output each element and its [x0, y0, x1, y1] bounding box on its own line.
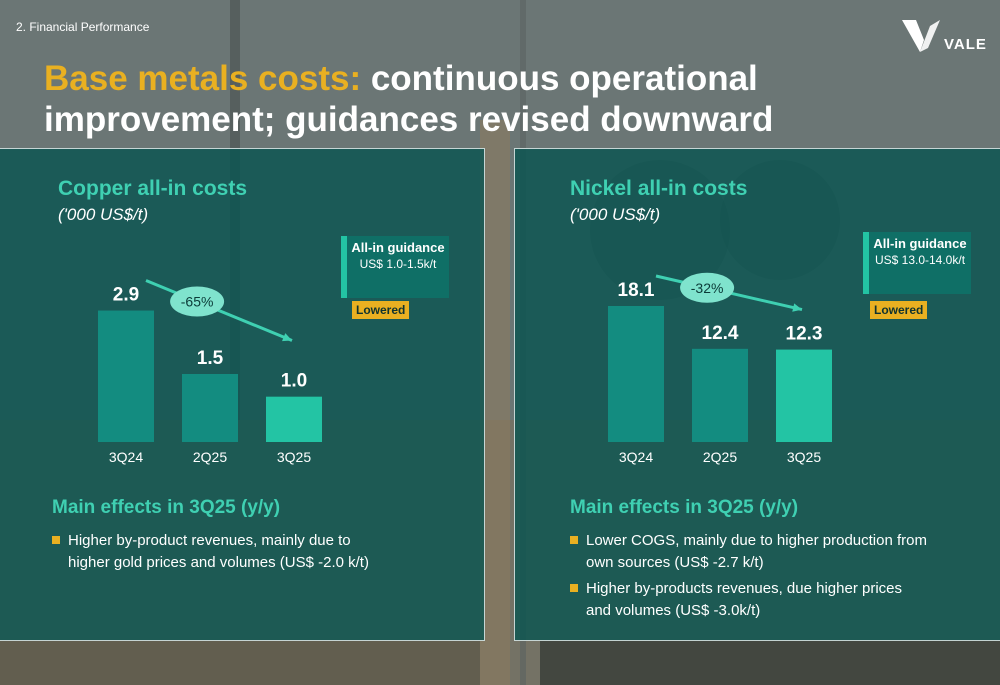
bullet-icon [570, 536, 578, 544]
copper-guidance-range: US$ 1.0-1.5k/t [359, 257, 437, 271]
effect-item: Higher by-product revenues, mainly due t… [52, 530, 382, 574]
logo-text: VALE [944, 36, 987, 53]
bar-3Q24 [608, 306, 664, 442]
copper-bar-chart: 2.9 3Q24 1.5 2Q25 1.0 3Q25 -65% [98, 279, 322, 465]
category-label: 2Q25 [703, 449, 737, 465]
nickel-panel [514, 148, 1000, 641]
effect-item: Lower COGS, mainly due to higher product… [570, 530, 930, 574]
change-label: -32% [691, 280, 724, 296]
bar-value-label: 12.3 [786, 324, 823, 345]
nickel-guidance-heading: All-in guidance [873, 236, 967, 251]
change-label: -65% [181, 294, 214, 310]
category-label: 3Q24 [109, 449, 143, 465]
copper-panel [0, 148, 485, 641]
copper-lowered-badge: Lowered [352, 301, 410, 319]
category-label: 3Q25 [787, 449, 821, 465]
bar-value-label: 18.1 [618, 280, 655, 301]
effect-text: Higher by-product revenues, mainly due t… [68, 532, 369, 571]
effect-item: Higher by-products revenues, due higher … [570, 578, 930, 622]
bar-3Q25 [266, 396, 322, 442]
bullet-icon [52, 536, 60, 544]
effect-text: Higher by-products revenues, due higher … [586, 580, 903, 619]
nickel-effects-list: Lower COGS, mainly due to higher product… [570, 530, 930, 626]
title-accent: Base metals costs: [44, 59, 362, 98]
bar-value-label: 1.5 [197, 348, 224, 369]
nickel-effects-title: Main effects in 3Q25 (y/y) [570, 497, 799, 518]
category-label: 2Q25 [193, 449, 227, 465]
bullet-icon [570, 584, 578, 592]
arrow-head-icon [792, 303, 802, 312]
arrow-head-icon [282, 333, 292, 342]
copper-chart-unit: ('000 US$/t) [58, 205, 149, 224]
copper-effects-title: Main effects in 3Q25 (y/y) [52, 497, 281, 518]
nickel-chart-title: Nickel all-in costs [570, 177, 748, 200]
bar-value-label: 2.9 [113, 285, 139, 306]
title-rest: continuous operational improvement; guid… [44, 59, 774, 139]
copper-chart-title: Copper all-in costs [58, 177, 248, 200]
section-label: 2. Financial Performance [16, 20, 150, 34]
effect-text: Lower COGS, mainly due to higher product… [586, 532, 927, 571]
vale-logo-icon [902, 20, 940, 52]
change-badge [170, 286, 225, 317]
bar-2Q25 [182, 374, 238, 442]
nickel-guidance-range: US$ 13.0-14.0k/t [874, 253, 966, 267]
bar-value-label: 12.4 [702, 323, 739, 344]
copper-guidance-heading: All-in guidance [351, 240, 445, 255]
nickel-guidance-box: All-in guidance US$ 13.0-14.0k/t [863, 232, 971, 294]
trend-arrow-line [145, 279, 293, 342]
nickel-bar-chart: 18.1 3Q24 12.4 2Q25 12.3 3Q25 -32% [608, 272, 832, 465]
bar-value-label: 1.0 [281, 371, 307, 392]
category-label: 3Q25 [277, 449, 311, 465]
nickel-lowered-badge: Lowered [870, 301, 928, 319]
bar-3Q25 [776, 349, 832, 442]
bar-2Q25 [692, 348, 748, 442]
nickel-chart-unit: ('000 US$/t) [570, 205, 661, 224]
page-title: Base metals costs: continuous operationa… [44, 58, 944, 140]
bar-3Q24 [98, 310, 154, 442]
category-label: 3Q24 [619, 449, 653, 465]
change-badge [680, 272, 735, 303]
copper-guidance-box: All-in guidance US$ 1.0-1.5k/t [341, 236, 449, 298]
copper-effects-list: Higher by-product revenues, mainly due t… [52, 530, 382, 578]
